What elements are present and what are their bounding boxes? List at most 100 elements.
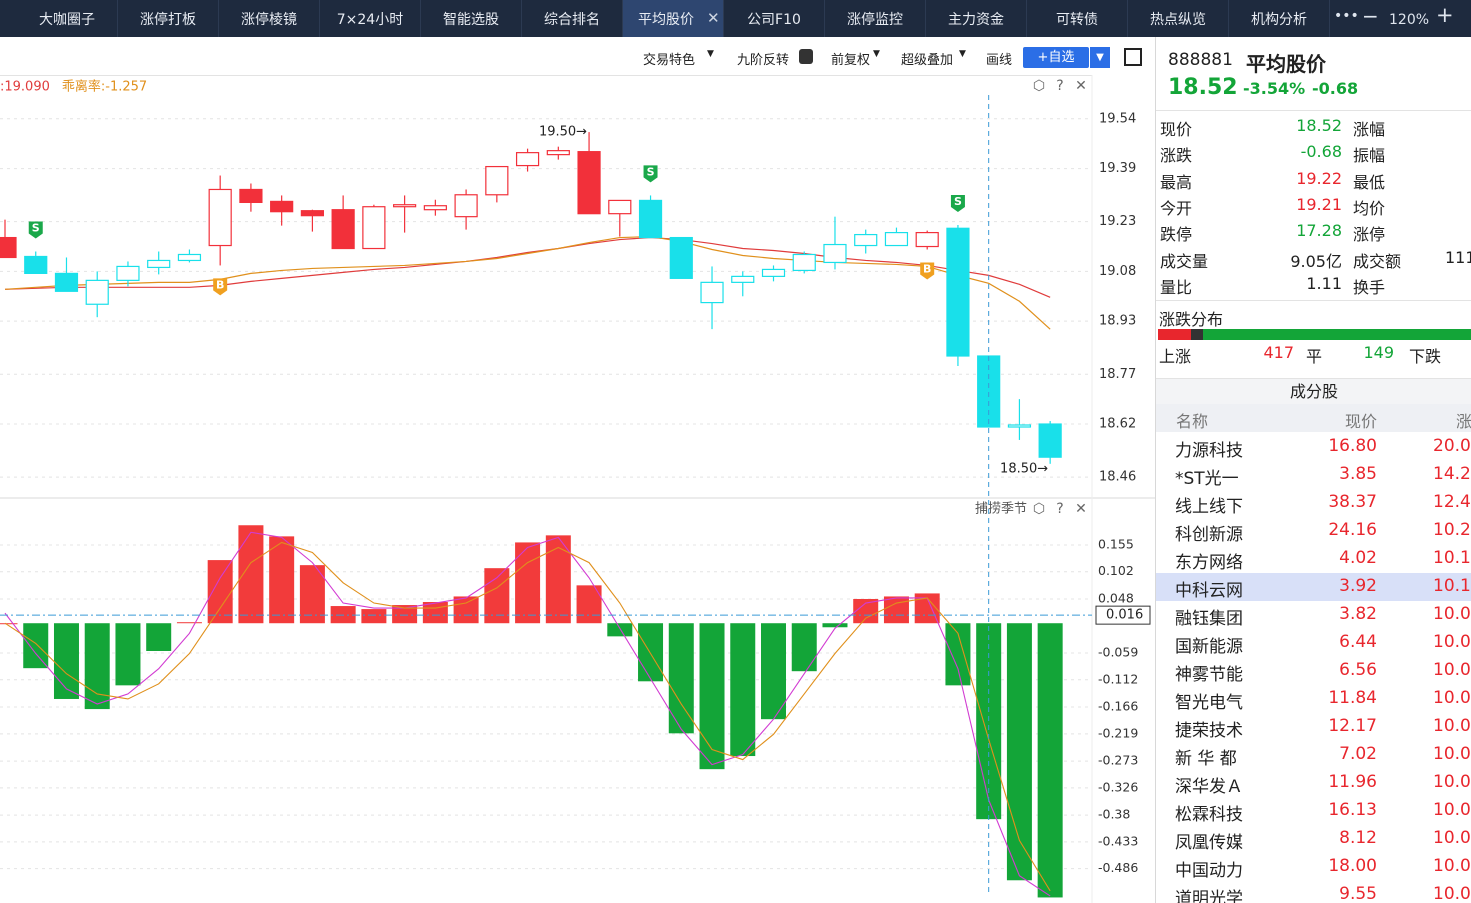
stock-name-cell[interactable]: 东方网络 bbox=[1175, 553, 1243, 573]
stock-name-cell[interactable]: 凤凰传媒 bbox=[1175, 833, 1243, 853]
price-cell[interactable]: 9.55 bbox=[1339, 884, 1377, 903]
price-cell[interactable]: 3.85 bbox=[1339, 464, 1377, 484]
bar bbox=[23, 623, 49, 669]
stock-name-cell[interactable]: 捷荣技术 bbox=[1175, 721, 1243, 741]
change-cell[interactable]: 10.0 bbox=[1433, 884, 1471, 903]
change-cell[interactable]: 10.0 bbox=[1433, 604, 1471, 624]
price-cell[interactable]: 16.13 bbox=[1328, 800, 1377, 820]
tab[interactable]: 涨停打板 bbox=[118, 0, 219, 37]
tab[interactable]: 综合排名 bbox=[522, 0, 623, 37]
tab[interactable]: 涨停棱镜 bbox=[219, 0, 320, 37]
change-cell[interactable]: 10.0 bbox=[1433, 660, 1471, 680]
signal-marker bbox=[920, 262, 935, 280]
change-cell[interactable]: 10.0 bbox=[1433, 828, 1471, 848]
selected-row[interactable] bbox=[1156, 573, 1471, 601]
change-cell[interactable]: 10.0 bbox=[1433, 772, 1471, 792]
price-cell[interactable]: 38.37 bbox=[1328, 492, 1377, 512]
stock-name-cell[interactable]: *ST光一 bbox=[1175, 469, 1239, 489]
layout-toggle[interactable] bbox=[1124, 48, 1142, 66]
stock-name-cell[interactable]: 神雾节能 bbox=[1175, 665, 1243, 685]
change-cell[interactable]: 10.0 bbox=[1433, 800, 1471, 820]
change-cell[interactable]: 10.0 bbox=[1433, 632, 1471, 652]
stock-name-cell[interactable]: 松霖科技 bbox=[1175, 805, 1243, 825]
candle-body bbox=[331, 209, 355, 250]
price-cell[interactable]: 11.84 bbox=[1328, 688, 1377, 708]
price-cell[interactable]: 7.02 bbox=[1339, 744, 1377, 764]
change-cell[interactable]: 14.2 bbox=[1433, 464, 1471, 484]
stock-name-cell[interactable]: 中国动力 bbox=[1175, 861, 1243, 881]
stock-name-cell[interactable]: 智光电气 bbox=[1175, 693, 1243, 713]
stock-name-cell[interactable]: 中科云网 bbox=[1175, 581, 1243, 601]
tab[interactable]: 可转债 bbox=[1027, 0, 1128, 37]
bar bbox=[761, 623, 786, 720]
change-cell[interactable]: 10.1 bbox=[1433, 576, 1471, 596]
stock-name-cell[interactable]: 新 华 都 bbox=[1175, 749, 1237, 769]
y-tick-label: -0.38 bbox=[1098, 807, 1130, 822]
zoom-out[interactable]: − bbox=[1362, 4, 1379, 28]
change-cell[interactable]: 10.0 bbox=[1433, 716, 1471, 736]
toolbar-item[interactable]: 九阶反转 bbox=[737, 53, 790, 68]
candle-body bbox=[362, 206, 386, 250]
bar bbox=[545, 535, 571, 624]
candle-body bbox=[884, 231, 909, 247]
tab-close[interactable]: ✕ bbox=[707, 9, 720, 27]
candle-body bbox=[1007, 424, 1032, 428]
stock-name-cell[interactable]: 力源科技 bbox=[1175, 441, 1243, 461]
tab[interactable]: 智能选股 bbox=[421, 0, 522, 37]
change-cell[interactable]: 10.0 bbox=[1433, 688, 1471, 708]
change-cell[interactable]: 12.4 bbox=[1433, 492, 1471, 512]
add-watchlist-button[interactable]: +自选 bbox=[1023, 47, 1089, 68]
stock-name-cell[interactable]: 线上线下 bbox=[1175, 497, 1243, 517]
toolbar-item[interactable]: 交易特色 bbox=[643, 53, 696, 68]
tab[interactable]: 主力资金 bbox=[926, 0, 1027, 37]
stock-name-cell[interactable]: 深华发Ａ bbox=[1175, 777, 1243, 797]
change-cell[interactable]: 20.0 bbox=[1433, 436, 1471, 456]
tab[interactable]: 热点纵览 bbox=[1128, 0, 1229, 37]
signal-marker bbox=[950, 194, 965, 212]
bar bbox=[699, 623, 725, 770]
stock-name-cell[interactable]: 道明光学 bbox=[1175, 889, 1243, 903]
toolbar-item[interactable]: 前复权 bbox=[831, 53, 871, 68]
column-header: 涨 bbox=[1456, 412, 1471, 431]
price-cell[interactable]: 16.80 bbox=[1328, 436, 1377, 456]
change-cell[interactable]: 10.0 bbox=[1433, 856, 1471, 876]
price-cell[interactable]: 6.44 bbox=[1339, 632, 1377, 652]
candle-body bbox=[700, 281, 724, 304]
change-cell[interactable]: 10.2 bbox=[1433, 520, 1471, 540]
stock-name-cell[interactable]: 国新能源 bbox=[1175, 637, 1243, 657]
candle-body bbox=[485, 165, 509, 196]
stock-name-cell[interactable]: 融钰集团 bbox=[1175, 609, 1243, 629]
crosshair-value: 0.016 bbox=[1106, 608, 1143, 623]
y-tick-label: -0.273 bbox=[1098, 753, 1138, 768]
candle-body bbox=[1038, 423, 1062, 458]
tab[interactable]: 大咖圈子 bbox=[17, 0, 118, 37]
change-cell[interactable]: 10.0 bbox=[1433, 744, 1471, 764]
price-cell[interactable]: 3.82 bbox=[1339, 604, 1377, 624]
zoom-in[interactable]: + bbox=[1436, 3, 1454, 27]
price-cell[interactable]: 6.56 bbox=[1339, 660, 1377, 680]
price-cell[interactable]: 12.17 bbox=[1328, 716, 1377, 736]
quote-label: 涨幅 bbox=[1353, 120, 1386, 139]
toolbar-item[interactable]: 超级叠加 bbox=[901, 53, 954, 68]
tab[interactable]: 涨停监控 bbox=[825, 0, 926, 37]
price-cell[interactable]: 24.16 bbox=[1328, 520, 1377, 540]
distribution-bar-flat bbox=[1191, 329, 1203, 340]
price-cell[interactable]: 8.12 bbox=[1339, 828, 1377, 848]
price-cell[interactable]: 18.00 bbox=[1328, 856, 1377, 876]
bar bbox=[176, 622, 202, 624]
toolbar-item[interactable]: 画线 bbox=[986, 53, 1013, 68]
tab[interactable]: 公司F10 bbox=[724, 0, 825, 37]
change-cell[interactable]: 10.1 bbox=[1433, 548, 1471, 568]
tab[interactable]: 机构分析 bbox=[1229, 0, 1330, 37]
bar bbox=[207, 560, 233, 624]
price-cell[interactable]: 11.96 bbox=[1328, 772, 1377, 792]
price-cell[interactable]: 3.92 bbox=[1339, 576, 1377, 596]
stock-name-cell[interactable]: 科创新源 bbox=[1175, 525, 1243, 545]
watchlist-dropdown[interactable]: ▼ bbox=[1090, 47, 1110, 68]
tab[interactable]: 平均股价 bbox=[623, 0, 724, 37]
candle-body bbox=[608, 199, 632, 215]
tab[interactable]: 7×24小时 bbox=[320, 0, 421, 37]
price-cell[interactable]: 4.02 bbox=[1339, 548, 1377, 568]
more-button[interactable]: ••• bbox=[1334, 8, 1359, 24]
